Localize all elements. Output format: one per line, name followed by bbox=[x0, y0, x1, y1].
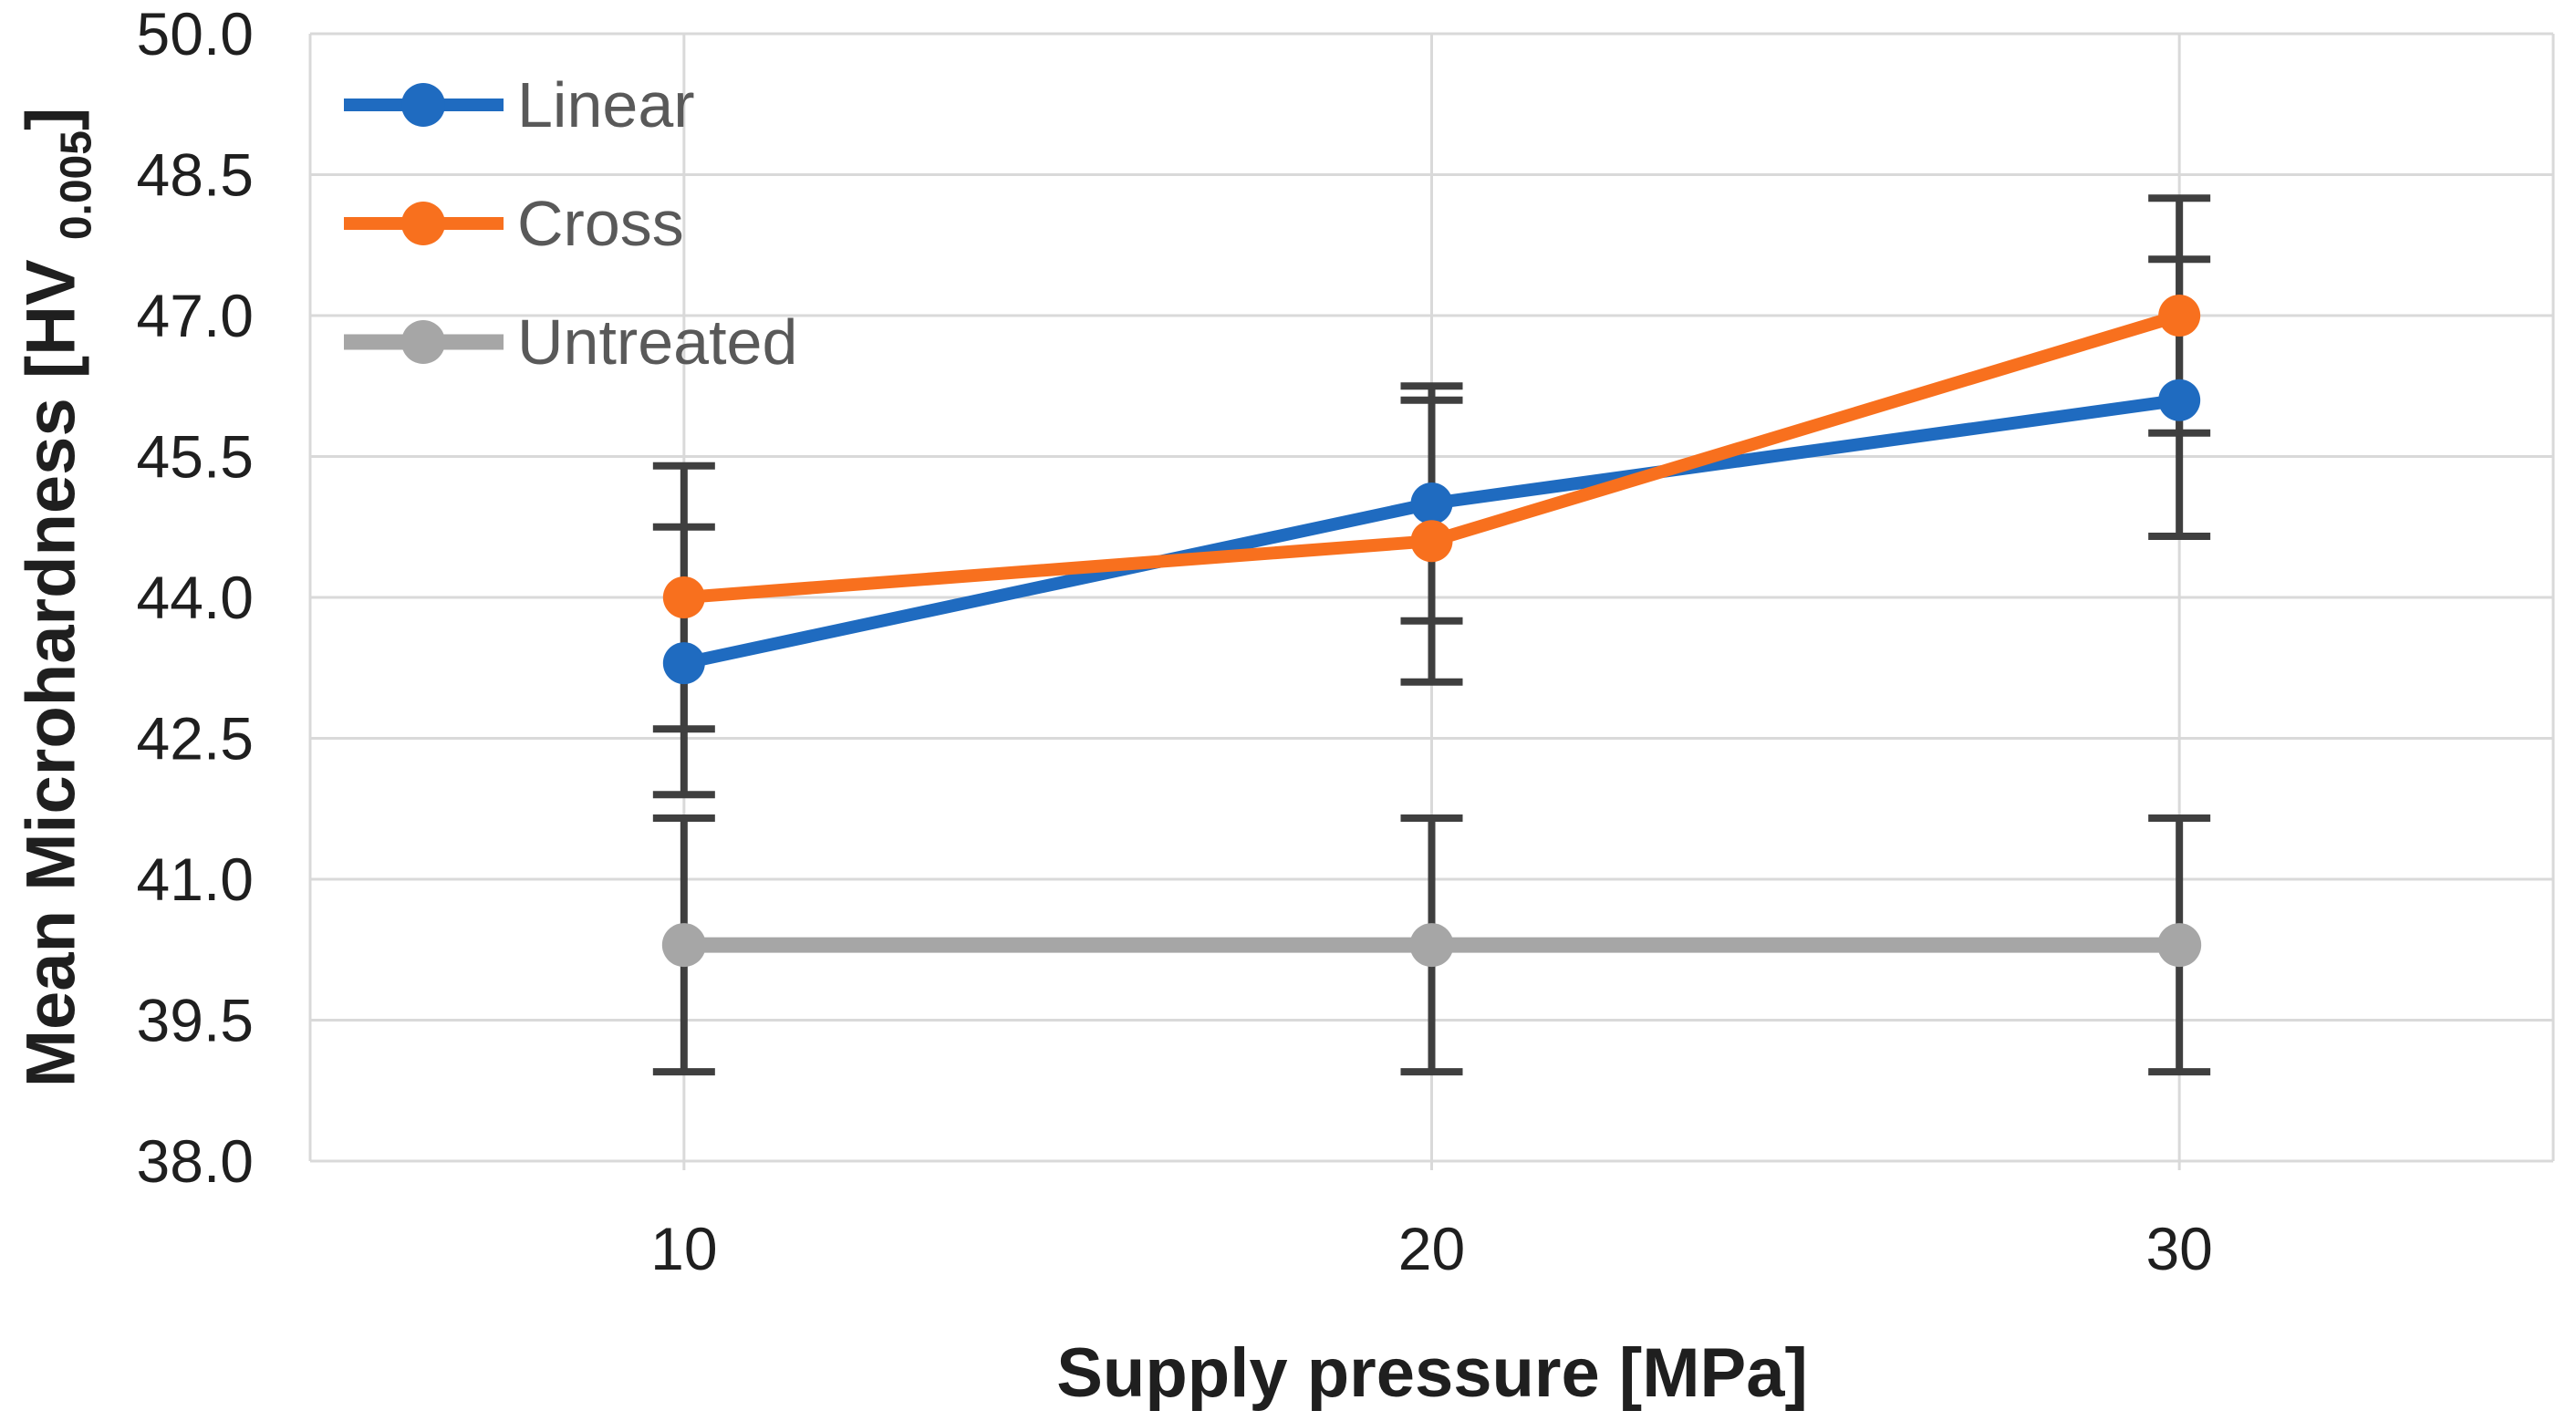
y-tick-label-48.5: 48.5 bbox=[137, 141, 254, 209]
marker-untreated-20 bbox=[1409, 923, 1454, 968]
marker-cross-10 bbox=[662, 576, 705, 618]
y-tick-label-44.0: 44.0 bbox=[137, 564, 254, 631]
y-tick-label-41.0: 41.0 bbox=[137, 845, 254, 913]
marker-untreated-30 bbox=[2157, 923, 2202, 968]
y-axis-title-main: Mean Microhardness [HV bbox=[12, 240, 90, 1088]
legend-marker-linear bbox=[401, 83, 445, 127]
legend-item-untreated: Untreated bbox=[344, 306, 797, 378]
x-tick-label-30: 30 bbox=[2145, 1215, 2212, 1282]
y-tick-label-50.0: 50.0 bbox=[137, 0, 254, 67]
legend-marker-untreated bbox=[401, 320, 445, 364]
legend-label-linear: Linear bbox=[517, 69, 695, 140]
y-tick-label-38.0: 38.0 bbox=[137, 1127, 254, 1195]
x-tick-label-10: 10 bbox=[650, 1215, 717, 1282]
x-tick-label-20: 20 bbox=[1398, 1215, 1465, 1282]
y-axis-title-subscript: 0.005 bbox=[52, 130, 101, 241]
legend-item-linear: Linear bbox=[344, 69, 695, 140]
legend-marker-cross bbox=[401, 202, 445, 245]
legend-label-cross: Cross bbox=[517, 188, 684, 259]
marker-linear-20 bbox=[1410, 482, 1453, 524]
marker-cross-30 bbox=[2158, 295, 2201, 337]
marker-linear-30 bbox=[2158, 379, 2201, 421]
y-tick-label-42.5: 42.5 bbox=[137, 705, 254, 773]
marker-untreated-10 bbox=[661, 923, 706, 968]
legend-item-cross: Cross bbox=[344, 188, 684, 259]
y-axis-title: Mean Microhardness [HV 0.005] bbox=[12, 108, 102, 1088]
legend-label-untreated: Untreated bbox=[517, 306, 797, 378]
x-axis-title: Supply pressure [MPa] bbox=[1056, 1334, 1808, 1412]
marker-cross-20 bbox=[1410, 520, 1453, 563]
marker-linear-10 bbox=[662, 642, 705, 685]
y-axis-title-bracket: ] bbox=[12, 107, 90, 131]
y-tick-label-47.0: 47.0 bbox=[137, 282, 254, 349]
y-tick-label-45.5: 45.5 bbox=[137, 423, 254, 491]
y-tick-label-39.5: 39.5 bbox=[137, 987, 254, 1054]
